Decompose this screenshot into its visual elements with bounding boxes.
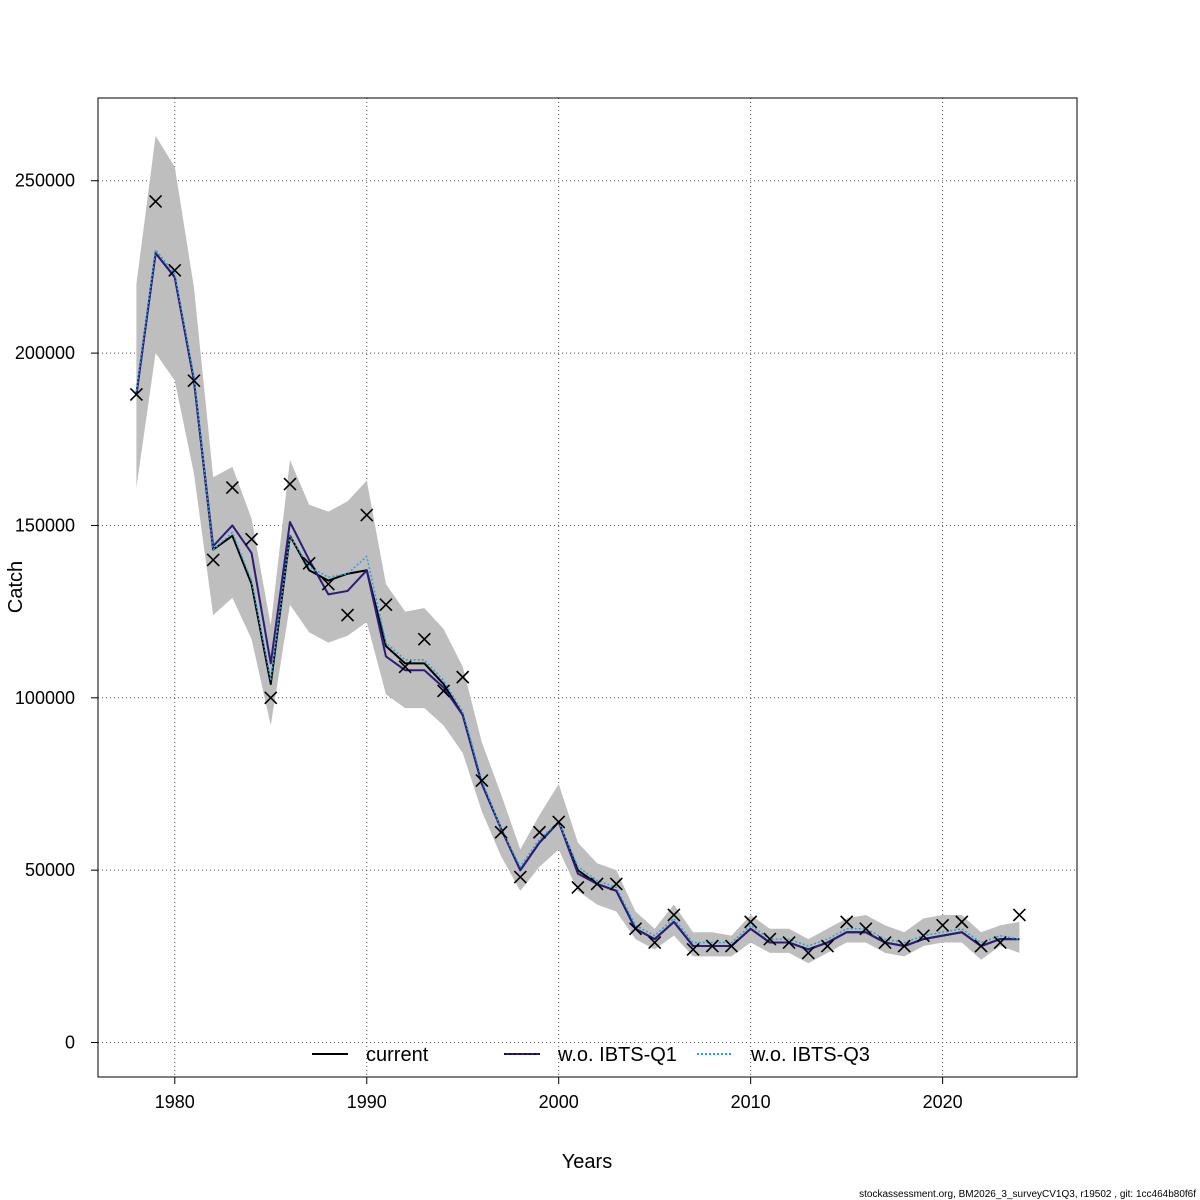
observation-marker: [705, 939, 719, 953]
legend-item-1: current: [312, 1044, 429, 1066]
legend-item-3: w.o. IBTS-Q3: [697, 1044, 870, 1066]
observation-marker: [1012, 908, 1026, 922]
observation-marker: [859, 922, 873, 936]
observation-marker: [149, 194, 163, 208]
observation-marker: [360, 508, 374, 522]
observation-marker: [974, 939, 988, 953]
legend-item-2: w.o. IBTS-Q1: [504, 1044, 677, 1066]
observation-marker: [571, 880, 585, 894]
series-line-3: [135, 248, 1020, 947]
y-tick-label: 200000: [15, 343, 75, 363]
y-tick-label: 250000: [15, 171, 75, 191]
observation-marker: [264, 691, 278, 705]
observation-marker: [513, 870, 527, 884]
observation-marker: [763, 932, 777, 946]
observation-marker: [609, 877, 623, 891]
x-axis: 1980 1990 2000 2010 2020: [155, 1076, 963, 1112]
y-tick-label: 100000: [15, 688, 75, 708]
observation-marker: [590, 877, 604, 891]
observation-marker: [321, 577, 335, 591]
observation-marker: [245, 532, 259, 546]
observation-marker: [398, 660, 412, 674]
x-axis-label: Years: [562, 1151, 612, 1173]
y-tick-label: 0: [65, 1033, 75, 1053]
observation-marker: [283, 477, 297, 491]
observation-marker: [552, 815, 566, 829]
observation-marker: [936, 918, 950, 932]
x-tick-label: 2000: [539, 1092, 579, 1112]
observation-marker: [993, 935, 1007, 950]
observation-marker: [878, 935, 892, 950]
footer-text: stockassessment.org, BM2026_3_surveyCV1Q…: [859, 1189, 1196, 1200]
observation-marker: [302, 556, 316, 570]
x-tick-label: 2010: [731, 1092, 771, 1112]
x-tick-label: 2020: [923, 1092, 963, 1112]
observation-marker: [897, 939, 911, 953]
series-line-2: [135, 252, 1020, 951]
observation-marker: [168, 263, 182, 277]
observation-marker: [532, 825, 547, 839]
observation-markers: [129, 194, 1026, 960]
observation-marker: [648, 935, 662, 950]
observation-marker: [494, 825, 508, 839]
y-axis-label: Catch: [5, 561, 27, 613]
legend-label: w.o. IBTS-Q3: [750, 1044, 870, 1066]
observation-marker: [667, 908, 681, 922]
observation-marker: [187, 374, 201, 388]
observation-marker: [955, 915, 969, 929]
observation-marker: [916, 929, 930, 943]
legend: current w.o. IBTS-Q1 w.o. IBTS-Q3: [312, 1044, 870, 1066]
observation-marker: [206, 553, 220, 567]
confidence-band-area: [136, 135, 1020, 964]
observation-marker: [840, 915, 854, 929]
observation-marker: [724, 939, 739, 953]
observation-marker: [744, 915, 758, 929]
legend-label: w.o. IBTS-Q1: [557, 1044, 677, 1066]
observation-marker: [628, 922, 643, 936]
observation-marker: [417, 632, 431, 646]
y-tick-label: 50000: [25, 860, 75, 880]
legend-label: current: [366, 1044, 429, 1066]
observation-marker: [456, 670, 470, 684]
observation-marker: [225, 480, 239, 495]
y-tick-label: 150000: [15, 515, 75, 535]
observation-marker: [820, 939, 835, 953]
series-lines: [135, 248, 1020, 951]
x-tick-label: 1990: [347, 1092, 387, 1112]
observation-marker: [340, 608, 355, 622]
observation-marker: [782, 935, 796, 950]
y-axis: 0 50000 100000 150000 200000 250000: [15, 171, 99, 1053]
observation-marker: [686, 942, 700, 957]
observation-marker: [379, 598, 393, 612]
confidence-band: [136, 135, 1020, 964]
observation-marker: [436, 684, 451, 698]
x-tick-label: 1980: [155, 1092, 195, 1112]
observation-marker: [129, 387, 143, 402]
observation-marker: [801, 946, 815, 960]
observation-marker: [475, 773, 489, 788]
